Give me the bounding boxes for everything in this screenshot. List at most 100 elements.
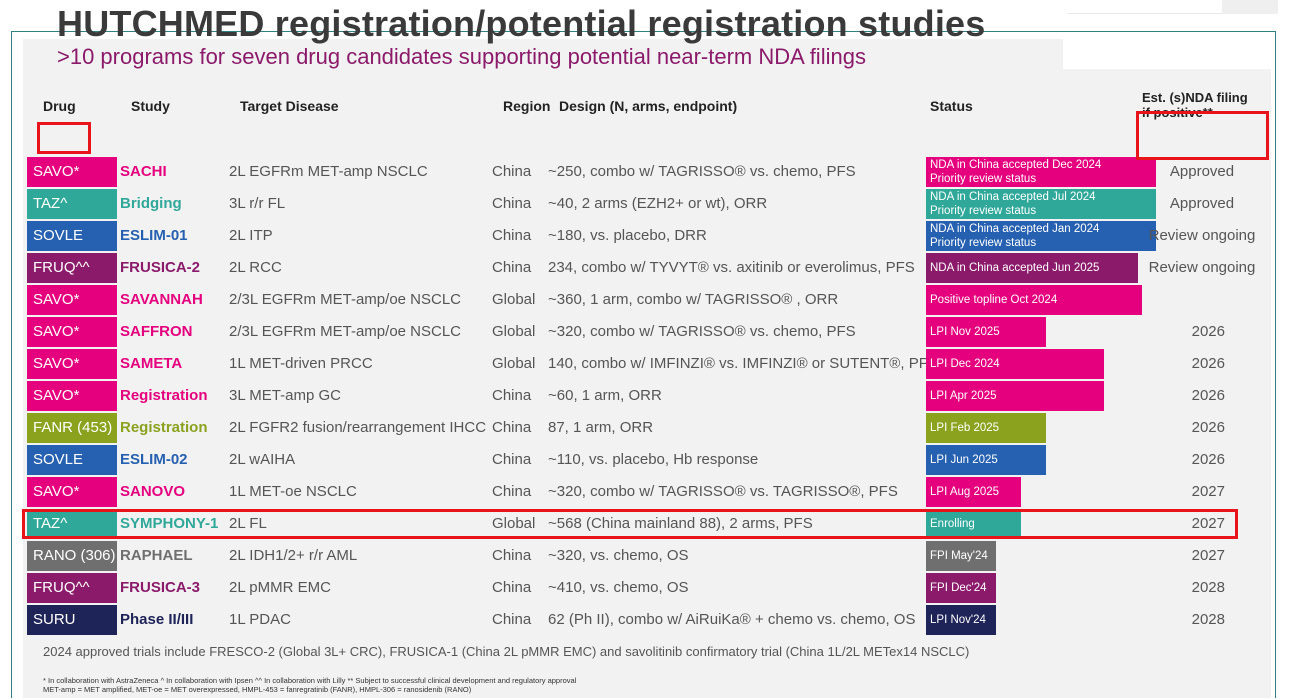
- region: Global: [492, 323, 536, 340]
- status-text: NDA in China accepted Jan 2024: [930, 223, 1100, 235]
- table-row: SAVO* SAVANNAH 2/3L EGFRm MET-amp/oe NSCLC…: [27, 284, 1257, 315]
- drug-cell: SOVLE: [27, 445, 117, 475]
- design: 62 (Ph II), combo w/ AiRuiKa® + chemo vs…: [548, 611, 916, 628]
- footnote-approved-trials: 2024 approved trials include FRESCO-2 (G…: [43, 644, 970, 659]
- drug-cell: SURU: [27, 605, 117, 635]
- status-text: NDA in China accepted Dec 2024: [930, 159, 1102, 171]
- region: China: [492, 611, 532, 628]
- study-name: ESLIM-01: [120, 227, 188, 244]
- target-disease: 3L MET-amp GC: [229, 387, 341, 404]
- region: China: [492, 579, 532, 596]
- drug-cell: SOVLE: [27, 221, 117, 251]
- drug-cell: SAVO*: [27, 317, 117, 347]
- title-panel: [23, 39, 1063, 75]
- table-row: FRUQ^^ FRUSICA-3 2L pMMR EMC China ~410, vs.…: [27, 572, 1257, 603]
- design: ~320, combo w/ TAGRISSO® vs. chemo, PFS: [548, 323, 856, 340]
- target-disease: 2/3L EGFRm MET-amp/oe NSCLC: [229, 291, 462, 308]
- design: ~40, 2 arms (EZH2+ or wt), ORR: [548, 195, 768, 212]
- footnote-legend: * In collaboration with AstraZeneca ^ In…: [43, 676, 576, 694]
- study-name: ESLIM-02: [120, 451, 188, 468]
- est-filing: Approved: [1169, 195, 1235, 212]
- footnote-collaborations: * In collaboration with AstraZeneca ^ In…: [43, 676, 577, 685]
- status-bar: FPI Dec'24: [926, 573, 996, 603]
- target-disease: 2L EGFRm MET-amp NSCLC: [229, 163, 428, 180]
- table-row: SOVLE ESLIM-01 2L ITP China ~180, vs. placeb…: [27, 220, 1257, 251]
- region: China: [492, 259, 532, 276]
- footnote-abbreviations: MET-amp = MET amplified, MET-oe = MET ov…: [43, 685, 472, 694]
- status-text: FPI May'24: [930, 550, 988, 562]
- top-decoration: [1068, 0, 1278, 14]
- design: 140, combo w/ IMFINZI® vs. IMFINZI® or S…: [548, 355, 938, 372]
- page-subtitle: >10 programs for seven drug candidates s…: [57, 44, 866, 69]
- est-filing: 2026: [1191, 419, 1225, 436]
- status-text: NDA in China accepted Jun 2025: [930, 262, 1100, 274]
- status-text: FPI Dec'24: [930, 582, 987, 594]
- drug-cell: FRUQ^^: [27, 573, 117, 603]
- drug-cell: FANR (453): [27, 413, 117, 443]
- study-name: Phase II/III: [120, 611, 194, 628]
- table-row: TAZ^ SYMPHONY-1 2L FL Global ~568 (China mai…: [27, 508, 1257, 539]
- table-row: FANR (453) Registration 2L FGFR2 fusion/re…: [27, 412, 1257, 443]
- status-bar: LPI Apr 2025: [926, 381, 1104, 411]
- status-bar: Enrolling: [926, 509, 1021, 539]
- table-row: SURU Phase II/III 1L PDAC China 62 (Ph II), …: [27, 604, 1257, 635]
- est-filing: 2026: [1191, 323, 1225, 340]
- est-filing: 2027: [1191, 483, 1225, 500]
- status-bar: NDA in China accepted Jul 2024 Priority r…: [926, 189, 1156, 219]
- highlight-drug-header: [37, 122, 91, 154]
- status-text: LPI Dec 2024: [930, 358, 1000, 370]
- region: China: [492, 227, 532, 244]
- header-target-disease: Target Disease: [240, 98, 339, 114]
- design: ~320, vs. chemo, OS: [548, 547, 689, 564]
- drug-cell: SAVO*: [27, 157, 117, 187]
- target-disease: 2L FGFR2 fusion/rearrangement IHCC: [229, 419, 487, 436]
- design: 234, combo w/ TYVYT® vs. axitinib or eve…: [548, 259, 915, 276]
- design: ~410, vs. chemo, OS: [548, 579, 689, 596]
- study-name: SACHI: [120, 163, 167, 180]
- study-name: SANOVO: [120, 483, 186, 500]
- table-row: SAVO* SANOVO 1L MET-oe NSCLC China ~320, com…: [27, 476, 1257, 507]
- status-bar: LPI Jun 2025: [926, 445, 1046, 475]
- drug-cell: SAVO*: [27, 349, 117, 379]
- status-bar: Positive topline Oct 2024: [926, 285, 1142, 315]
- study-name: Registration: [120, 387, 208, 404]
- est-filing: 2026: [1191, 451, 1225, 468]
- study-name: FRUSICA-3: [120, 579, 201, 596]
- region: Global: [492, 291, 536, 308]
- highlight-est-header: [1136, 111, 1269, 160]
- table-row: RANO (306) RAPHAEL 2L IDH1/2+ r/r AML China…: [27, 540, 1257, 571]
- target-disease: 2/3L EGFRm MET-amp/oe NSCLC: [229, 323, 462, 340]
- header-est-line1: Est. (s)NDA filing: [1142, 90, 1248, 105]
- est-filing: 2028: [1191, 579, 1225, 596]
- table-row: SAVO* SAMETA 1L MET-driven PRCC Global 140, …: [27, 348, 1257, 379]
- header-study: Study: [131, 98, 170, 114]
- highlight-symphony-row: [22, 509, 1238, 539]
- study-name: Registration: [120, 419, 208, 436]
- est-filing: 2027: [1191, 547, 1225, 564]
- table-row: SOVLE ESLIM-02 2L wAIHA China ~110, vs. plac…: [27, 444, 1257, 475]
- status-bar: FPI May'24: [926, 541, 996, 571]
- target-disease: 2L wAIHA: [229, 451, 296, 468]
- est-filing: [1147, 284, 1257, 315]
- status-text: NDA in China accepted Jul 2024: [930, 191, 1096, 203]
- design: ~110, vs. placebo, Hb response: [548, 451, 759, 468]
- header-drug: Drug: [43, 98, 76, 114]
- table-row: FRUQ^^ FRUSICA-2 2L RCC China 234, combo w/ …: [27, 252, 1257, 283]
- drug-cell: SAVO*: [27, 381, 117, 411]
- table-row: SAVO* SACHI 2L EGFRm MET-amp NSCLC China ~25…: [27, 156, 1257, 187]
- status-bar: NDA in China accepted Jun 2025: [926, 253, 1138, 283]
- status-bar: NDA in China accepted Jan 2024 Priority r…: [926, 221, 1156, 251]
- target-disease: 2L pMMR EMC: [229, 579, 331, 596]
- design: 87, 1 arm, ORR: [548, 419, 654, 436]
- target-disease: 1L MET-oe NSCLC: [229, 483, 357, 500]
- status-bar: LPI Nov'24: [926, 605, 996, 635]
- study-name: FRUSICA-2: [120, 259, 201, 276]
- header-region: Region: [503, 98, 551, 114]
- design: ~568 (China mainland 88), 2 arms, PFS: [548, 515, 813, 532]
- drug-cell: FRUQ^^: [27, 253, 117, 283]
- header-design: Design (N, arms, endpoint): [559, 98, 738, 114]
- study-name: RAPHAEL: [120, 547, 193, 564]
- table-row: SAVO* Registration 3L MET-amp GC China ~60, …: [27, 380, 1257, 411]
- status-bar: LPI Feb 2025: [926, 413, 1046, 443]
- study-name: SAFFRON: [120, 323, 193, 340]
